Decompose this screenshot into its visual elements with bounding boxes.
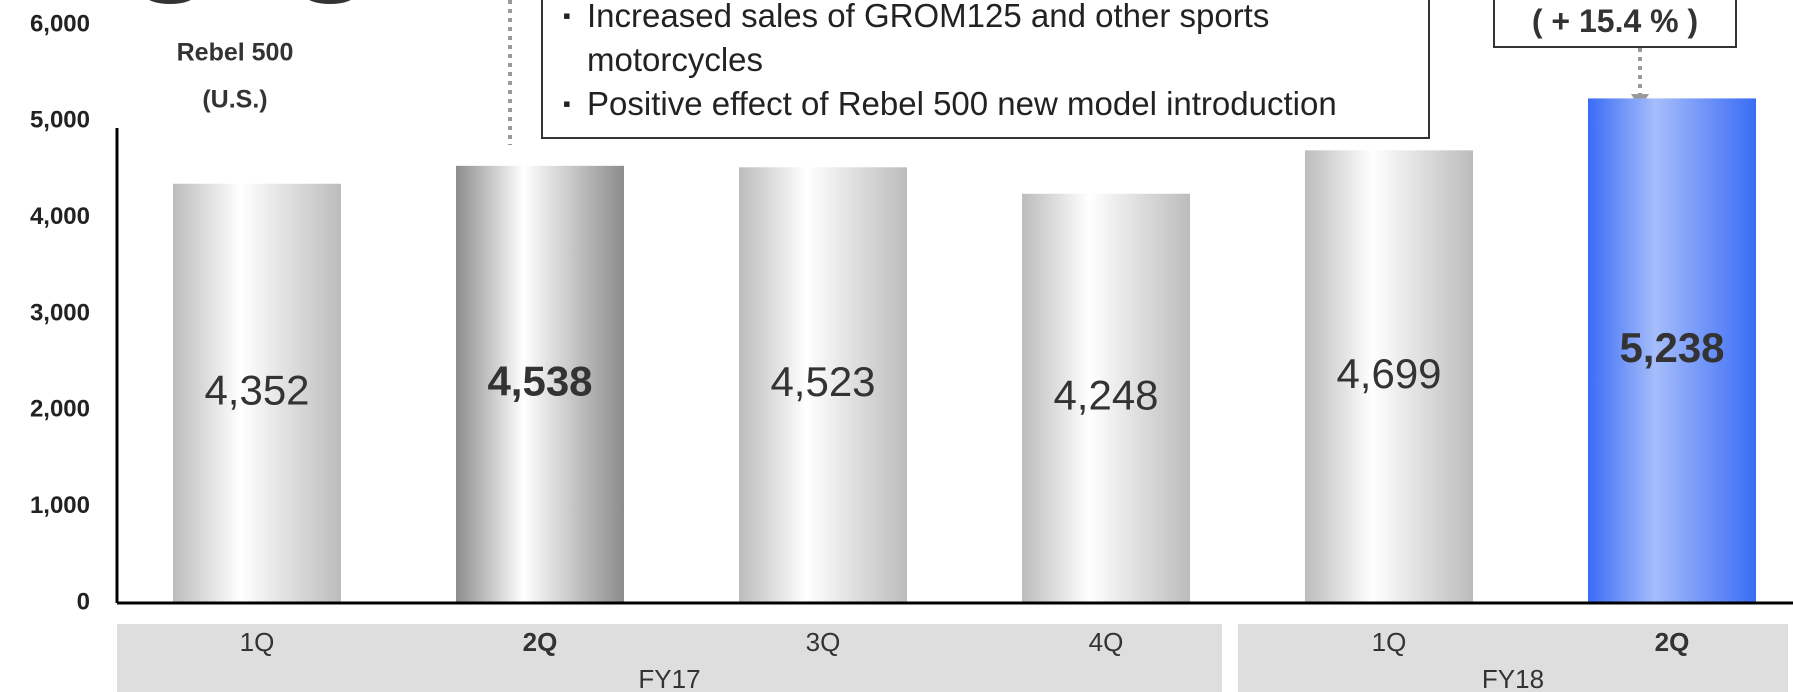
note-item: Increased sales of GROM125 and other spo… (563, 0, 1418, 82)
value-label: 4,352 (204, 366, 309, 413)
note-item: Positive effect of Rebel 500 new model i… (563, 82, 1418, 126)
y-tick-label: 3,000 (30, 299, 90, 326)
y-tick-label: 2,000 (30, 396, 90, 423)
value-label: 4,699 (1336, 350, 1441, 397)
change-label: ( + 15.4 % ) (1493, 0, 1737, 48)
image-caption: (U.S.) (202, 86, 267, 114)
image-caption: Rebel 500 (177, 39, 294, 67)
value-label: 4,523 (770, 358, 875, 405)
y-tick-label: 4,000 (30, 203, 90, 230)
value-label: 5,238 (1619, 324, 1724, 371)
value-label: 4,248 (1053, 371, 1158, 418)
group-label: FY18 (1482, 664, 1544, 692)
y-tick-label: 1,000 (30, 492, 90, 519)
motorcycle-image (144, 0, 356, 4)
chart-page: Rebel 500 (U.S.) 0 1,000 2,000 3,000 4,000 5,… (0, 0, 1793, 692)
x-tick-label: 1Q (240, 627, 275, 657)
x-tick-label: 4Q (1089, 627, 1124, 657)
x-tick-label: 2Q (1655, 627, 1690, 657)
group-label: FY17 (638, 664, 700, 692)
y-tick-label: 0 (77, 588, 90, 615)
x-tick-label: 2Q (523, 627, 558, 657)
x-tick-label: 1Q (1372, 627, 1407, 657)
x-tick-label: 3Q (806, 627, 841, 657)
y-tick-label: 6,000 (30, 10, 90, 37)
note-box: Increased sales of GROM125 and other spo… (541, 0, 1430, 139)
y-tick-label: 5,000 (30, 107, 90, 134)
value-label: 4,538 (487, 358, 592, 405)
